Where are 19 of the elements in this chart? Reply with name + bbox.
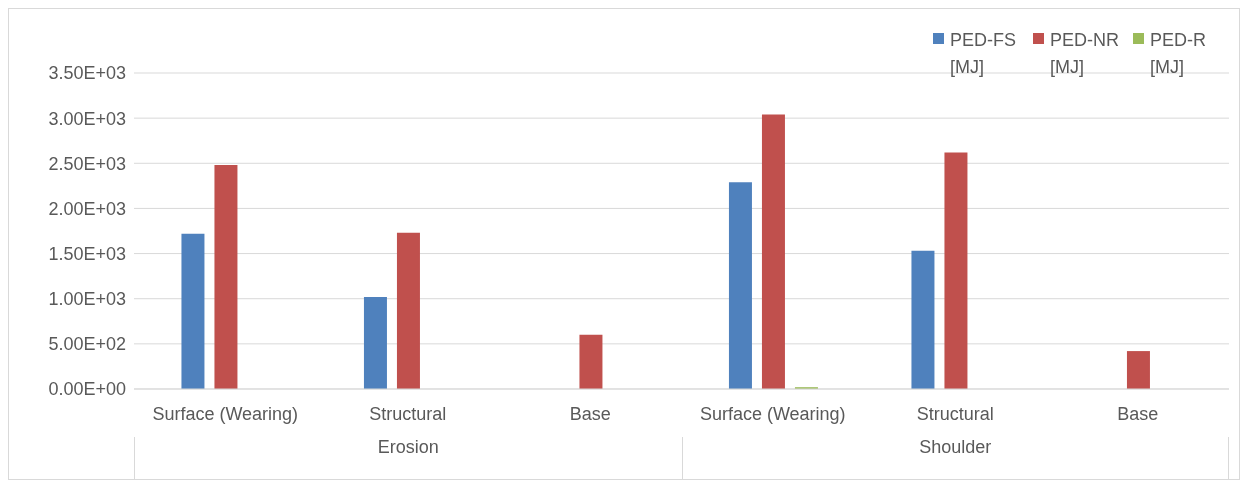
y-tick-label: 0.00E+00 [48,379,126,400]
x-tick-label: Base [569,403,611,424]
x-tick-label: Surface (Wearing) [699,403,846,424]
legend-label: PED-R [MJ] [1150,29,1207,79]
x-tick-label: Base [1117,403,1159,424]
y-tick-label: 2.50E+03 [48,153,126,174]
legend-label: PED-FS [MJ] [950,29,1017,79]
y-tick-label: 3.00E+03 [48,108,126,129]
x-tick-label: Structural [916,403,994,424]
x-tick-label: Surface (Wearing) [152,403,299,424]
y-tick-label: 2.00E+03 [48,198,126,219]
y-tick-label: 1.00E+03 [48,289,126,310]
legend-label: PED-NR [MJ] [1050,29,1120,79]
text: Erosion [134,437,682,479]
y-tick-label: 3.50E+03 [48,63,126,84]
text: Shoulder [681,437,1229,479]
x-tick-label: Structural [369,403,447,424]
y-tick-label: 5.00E+02 [48,334,126,355]
y-tick-label: 1.50E+03 [48,243,126,264]
